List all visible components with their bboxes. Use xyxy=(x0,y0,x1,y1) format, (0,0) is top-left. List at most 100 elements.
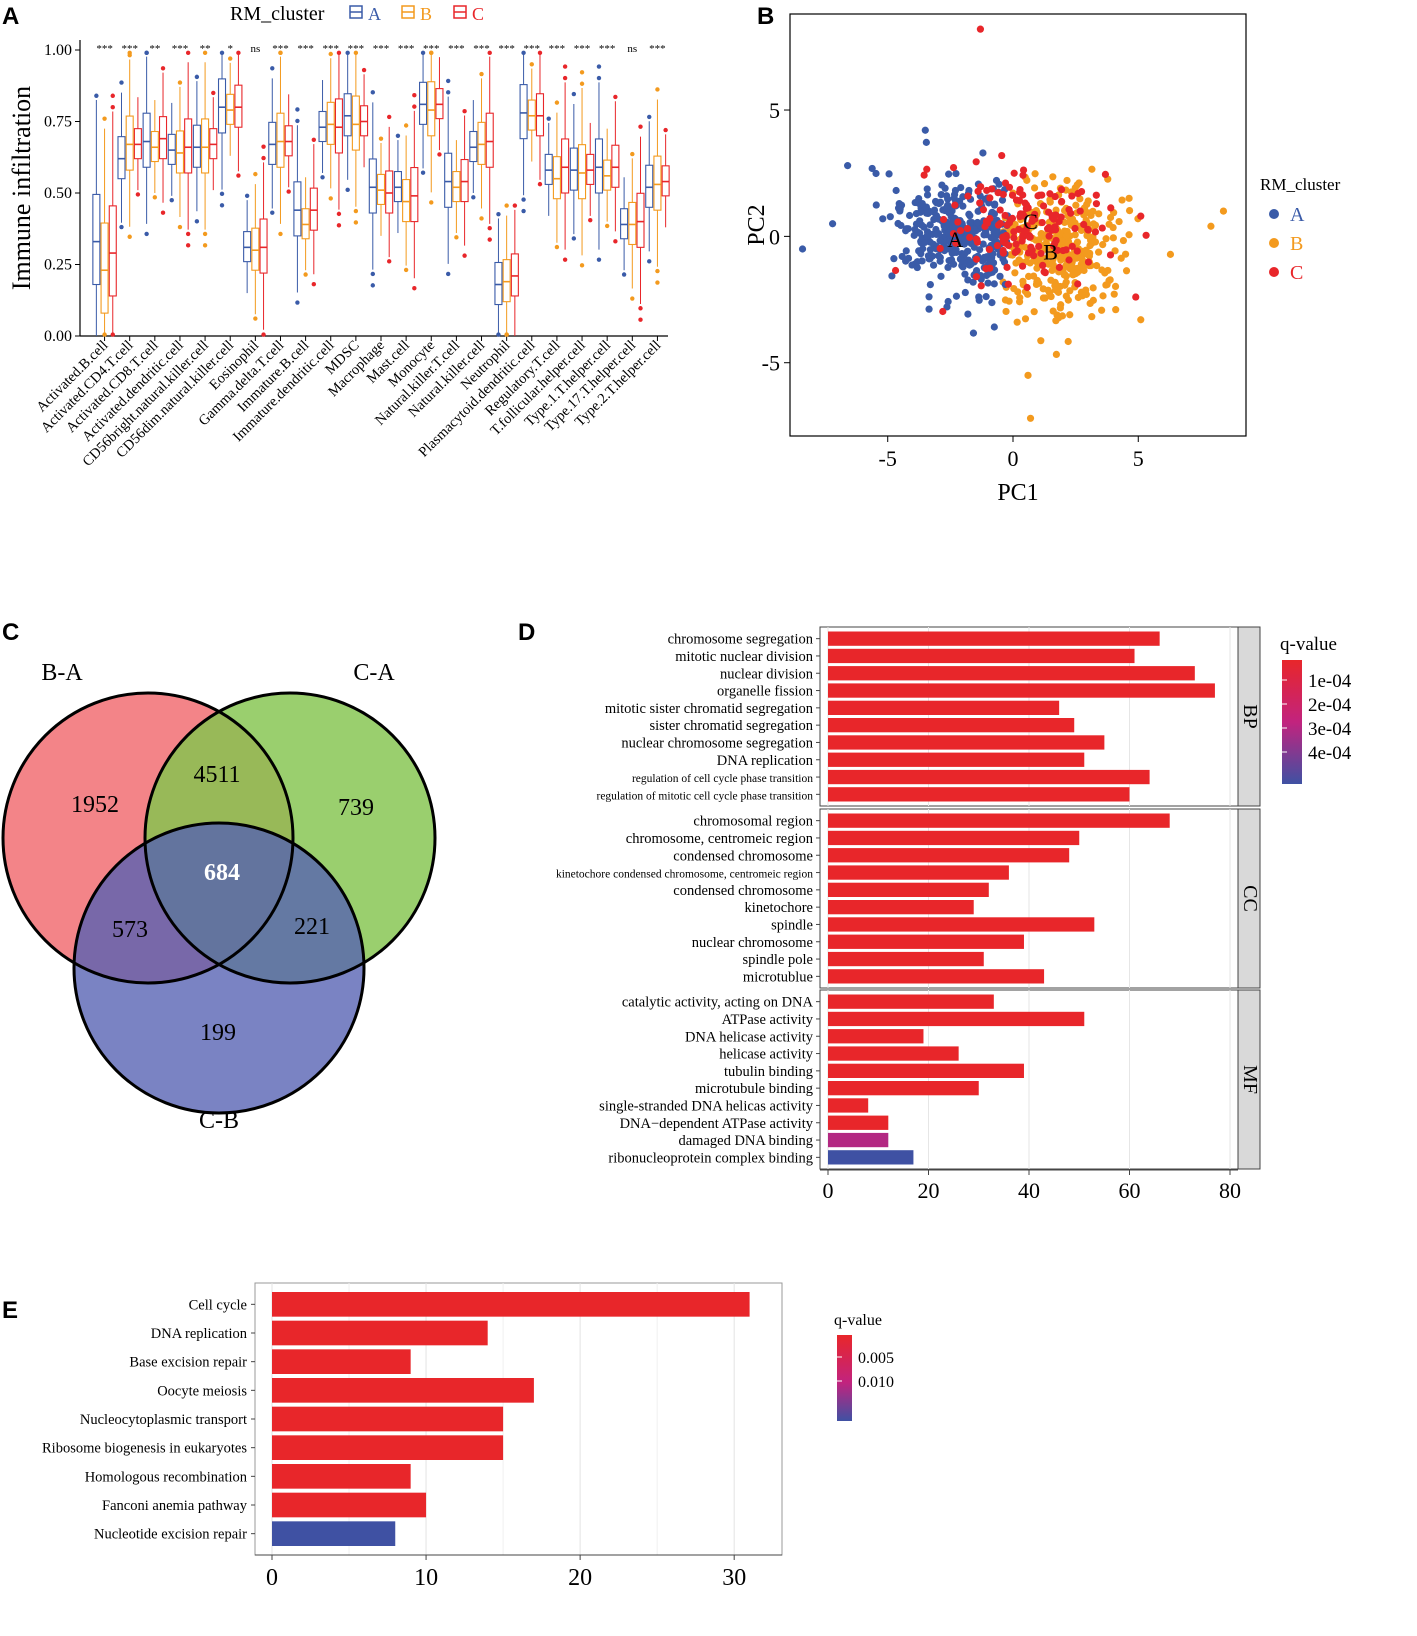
box-b xyxy=(276,112,285,168)
scatter-point-c xyxy=(1098,224,1106,232)
scatter-point-c xyxy=(963,224,972,233)
x-tick-label: 5 xyxy=(1133,446,1144,471)
x-tick-label: 40 xyxy=(1018,1178,1040,1203)
outlier-point xyxy=(160,66,166,71)
scatter-point-a xyxy=(872,169,880,178)
scatter-point-c xyxy=(1055,263,1064,272)
x-tick-label: 20 xyxy=(568,1565,592,1591)
scatter-point-b xyxy=(1063,227,1071,236)
significance-label: *** xyxy=(473,43,490,55)
scatter-point-b xyxy=(1061,281,1069,289)
scatter-point-b xyxy=(1111,247,1119,255)
legend-label-c: C xyxy=(1290,262,1303,284)
scatter-point-c xyxy=(1029,215,1037,223)
significance-label: ns xyxy=(627,43,637,55)
scatter-point-b xyxy=(1037,337,1045,345)
x-tick-label: 60 xyxy=(1119,1178,1141,1203)
scatter-point-b xyxy=(1098,306,1106,314)
scatter-point-c xyxy=(1084,225,1092,233)
box-b xyxy=(100,222,109,314)
scatter-point-a xyxy=(923,191,932,199)
outlier-point xyxy=(110,105,115,110)
scatter-point-b xyxy=(1040,180,1049,188)
outlier-point xyxy=(462,253,467,258)
scatter-point-a xyxy=(964,276,972,284)
scatter-point-a xyxy=(918,199,926,208)
scatter-point-c xyxy=(1132,293,1140,301)
outlier-point xyxy=(110,93,115,98)
scatter-point-a xyxy=(911,225,919,233)
scatter-point-a xyxy=(949,260,958,268)
outlier-point xyxy=(554,100,560,105)
scatter-point-b xyxy=(1089,220,1098,228)
outlier-point xyxy=(429,200,434,205)
significance-label: *** xyxy=(297,43,314,55)
scatter-point-b xyxy=(1066,311,1074,319)
scatter-point-b xyxy=(1023,290,1032,298)
bar xyxy=(828,769,1150,785)
scatter-point-b xyxy=(1099,292,1107,300)
scatter-point-a xyxy=(937,272,945,280)
outlier-point xyxy=(185,231,191,237)
scatter-point-a xyxy=(984,279,992,287)
scatter-point-c xyxy=(993,241,1002,250)
scatter-point-c xyxy=(956,227,965,235)
scatter-point-b xyxy=(1068,215,1077,223)
scatter-point-c xyxy=(1142,231,1150,239)
scatter-point-a xyxy=(926,281,934,289)
scatter-point-b xyxy=(1049,307,1057,315)
outlier-point xyxy=(647,114,652,120)
scatter-point-a xyxy=(886,213,894,221)
scatter-point-a xyxy=(897,221,905,230)
category-label: Nucleotide excision repair xyxy=(94,1527,247,1543)
category-label: microtublue xyxy=(743,969,813,985)
scatter-point-c xyxy=(1023,283,1031,292)
box-a xyxy=(343,93,352,137)
scatter-point-b xyxy=(1032,236,1040,244)
outlier-point xyxy=(320,175,325,180)
bar xyxy=(272,1349,411,1374)
scatter-point-c xyxy=(1080,220,1088,229)
significance-label: *** xyxy=(574,43,591,55)
box-c xyxy=(334,98,343,154)
outlier-point xyxy=(311,282,317,287)
scatter-point-a xyxy=(966,218,974,227)
outlier-point xyxy=(110,332,115,337)
box-b xyxy=(502,259,511,303)
significance-label: *** xyxy=(121,43,138,55)
outlier-point xyxy=(638,306,643,311)
scatter-point-b xyxy=(1064,337,1072,346)
outlier-point xyxy=(353,220,359,225)
scatter-point-b xyxy=(1109,234,1117,242)
scatter-point-c xyxy=(976,25,985,33)
category-label: catalytic activity, acting on DNA xyxy=(622,995,814,1011)
box-c xyxy=(385,170,394,214)
scatter-point-b xyxy=(1005,297,1013,305)
outlier-point xyxy=(261,332,266,337)
category-label: organelle fission xyxy=(717,684,814,700)
significance-label: ** xyxy=(200,43,211,55)
outlier-point xyxy=(596,257,602,262)
scatter-point-b xyxy=(1062,292,1070,300)
outlier-point xyxy=(638,317,643,322)
bar xyxy=(828,848,1070,863)
outlier-point xyxy=(144,50,149,56)
scatter-point-a xyxy=(925,293,933,301)
legend-key-b xyxy=(1269,238,1279,248)
scatter-point-c xyxy=(1059,246,1067,255)
scatter-point-c xyxy=(920,171,928,179)
scatter-point-a xyxy=(996,272,1004,280)
scatter-point-c xyxy=(985,245,993,254)
box-c xyxy=(309,187,318,231)
centroid-label: A xyxy=(947,227,963,252)
scatter-point-a xyxy=(973,218,982,227)
scatter-point-a xyxy=(917,250,925,258)
scatter-point-a xyxy=(913,258,922,266)
outlier-point xyxy=(219,50,225,56)
scatter-point-c xyxy=(1010,234,1018,242)
scatter-point-a xyxy=(912,210,920,218)
scatter-point-c xyxy=(972,158,980,166)
panel-letter-c: C xyxy=(2,619,19,646)
scatter-point-a xyxy=(844,162,852,170)
scatter-point-a xyxy=(926,238,934,246)
